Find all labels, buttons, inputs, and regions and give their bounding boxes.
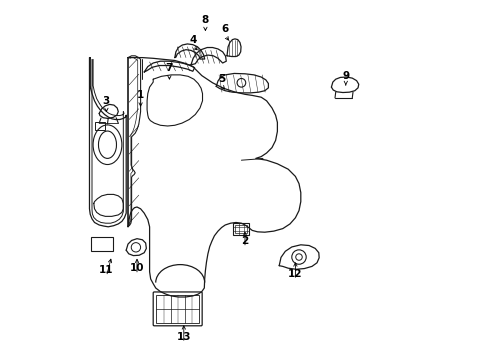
- Text: 13: 13: [176, 332, 191, 342]
- Text: 10: 10: [130, 263, 144, 273]
- Bar: [91, 237, 113, 251]
- Bar: [233, 223, 248, 235]
- Bar: [235, 225, 247, 233]
- Text: 7: 7: [166, 63, 173, 73]
- Text: 4: 4: [189, 35, 196, 45]
- Text: 2: 2: [242, 236, 248, 246]
- Text: 8: 8: [202, 15, 209, 25]
- Bar: [156, 295, 199, 323]
- Text: 3: 3: [103, 96, 110, 106]
- Text: 5: 5: [218, 74, 225, 84]
- Text: 1: 1: [137, 90, 144, 100]
- Bar: [95, 122, 104, 130]
- Text: 6: 6: [221, 24, 229, 34]
- Text: 9: 9: [342, 71, 349, 81]
- Text: 12: 12: [288, 269, 303, 279]
- Text: 11: 11: [99, 265, 114, 275]
